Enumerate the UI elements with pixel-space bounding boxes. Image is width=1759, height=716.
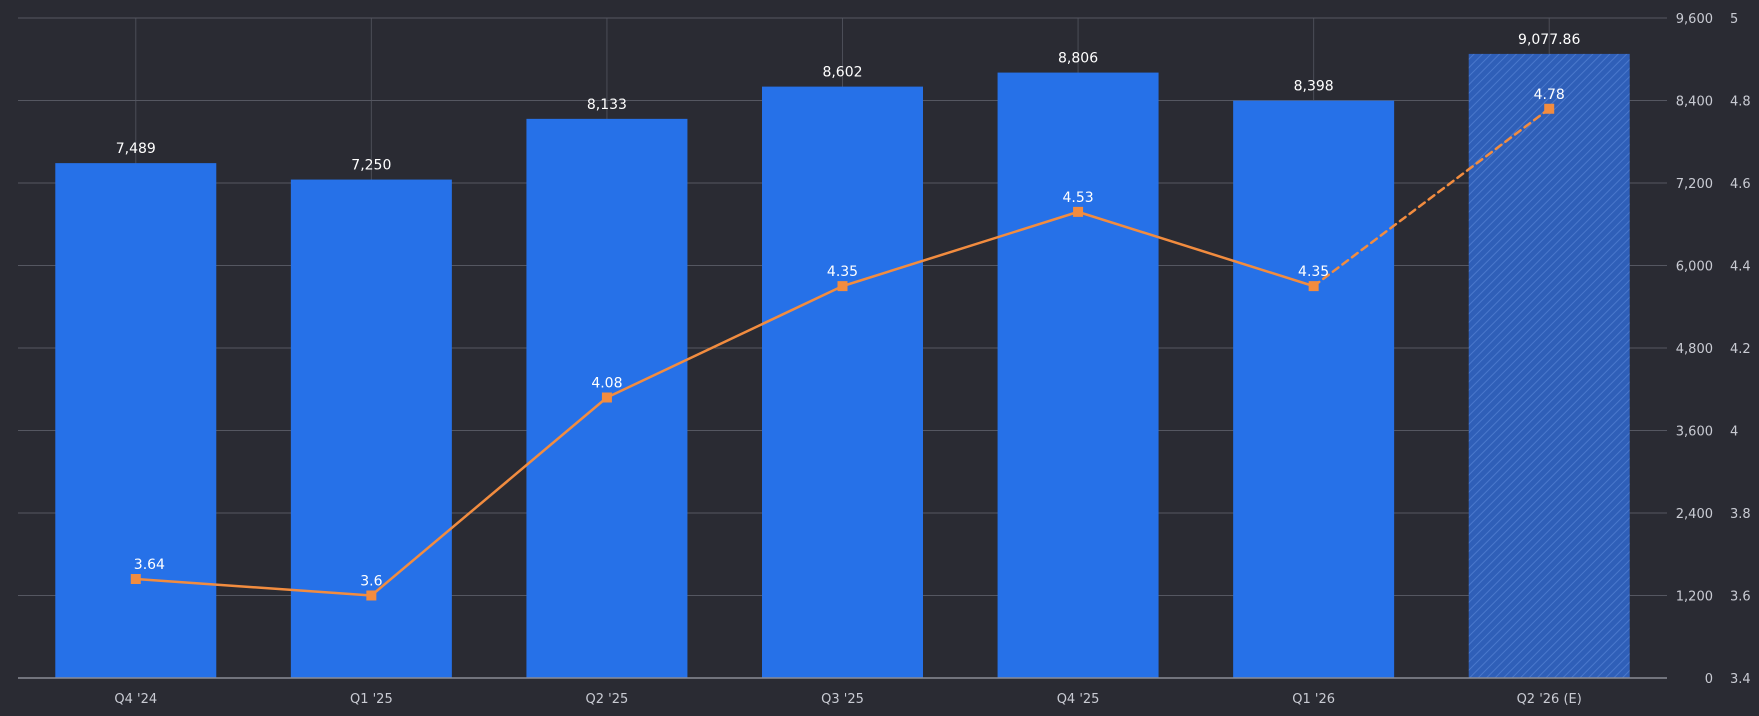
bar-value-label-5: 8,398: [1294, 79, 1334, 95]
line-point-1: [366, 590, 377, 601]
bar-4: [997, 72, 1159, 678]
line-segment-2: [605, 284, 844, 399]
x-tick-label-6: Q2 '26 (E): [1517, 692, 1582, 707]
line-point-5: [1308, 281, 1319, 292]
line-value-labels: 3.64 3.6 4.08 4.35 4.53 4.35 4.78: [134, 87, 1565, 590]
line-segment-0: [134, 577, 373, 597]
bar-1: [290, 179, 452, 678]
x-tick-label-4: Q4 '25: [1057, 692, 1100, 707]
y-tick-label-1: 1,200: [1676, 590, 1713, 605]
bar-value-label-2: 8,133: [587, 97, 627, 113]
bar-estimate: [1468, 53, 1630, 679]
y-tick-label-4: 4,800: [1676, 342, 1713, 357]
y-axis-tick-labels: 0 1,200 2,400 3,600 4,800 6,000 7,200 8,400 9,60…: [1676, 12, 1713, 687]
y2-tick-label-6: 4.6: [1730, 177, 1751, 192]
line-value-label-1: 3.6: [360, 574, 382, 590]
bar-value-label-0: 7,489: [116, 141, 156, 157]
line-point-6: [1544, 103, 1555, 114]
y-tick-label-3: 3,600: [1676, 425, 1713, 440]
bar-series: [55, 53, 1630, 679]
bar-0: [55, 163, 217, 679]
line-value-label-6: 4.78: [1534, 87, 1565, 103]
line-point-4: [1073, 206, 1084, 217]
line-segment-4: [1076, 210, 1315, 288]
y2-tick-label-3: 4: [1730, 425, 1738, 440]
y-tick-label-8: 9,600: [1676, 12, 1713, 27]
bar-value-label-3: 8,602: [822, 65, 862, 81]
line-segment-dashed-5: [1312, 107, 1551, 288]
x-axis-tick-labels: Q4 '24 Q1 '25 Q2 '25 Q3 '25 Q4 '25 Q1 '26 Q2 '…: [114, 692, 1581, 707]
y2-axis-tick-labels: 3.4 3.6 3.8 4 4.2 4.4 4.6 4.8 5: [1730, 12, 1751, 687]
y-tick-label-5: 6,000: [1676, 260, 1713, 275]
line-segment-1: [370, 396, 609, 597]
line-value-label-0: 3.64: [134, 557, 165, 573]
line-value-label-2: 4.08: [591, 376, 622, 392]
y2-tick-label-4: 4.2: [1730, 342, 1751, 357]
line-point-2: [601, 392, 612, 403]
y-tick-label-7: 8,400: [1676, 95, 1713, 110]
bar-3: [762, 86, 923, 679]
x-tick-label-1: Q1 '25: [350, 692, 393, 707]
line-value-label-5: 4.35: [1298, 264, 1329, 280]
y2-tick-label-5: 4.4: [1730, 260, 1751, 275]
y-tick-label-6: 7,200: [1676, 177, 1713, 192]
y2-tick-label-2: 3.8: [1730, 507, 1751, 522]
line-series: [130, 103, 1555, 601]
bar-value-label-4: 8,806: [1058, 51, 1098, 67]
y2-tick-label-8: 5: [1730, 12, 1738, 27]
y2-tick-label-0: 3.4: [1730, 672, 1751, 687]
bar-value-label-6: 9,077.86: [1518, 32, 1580, 48]
y2-tick-label-7: 4.8: [1730, 95, 1751, 110]
line-point-0: [130, 574, 141, 584]
line-point-3: [837, 281, 848, 292]
x-tick-label-2: Q2 '25: [586, 692, 629, 707]
bar-value-label-1: 7,250: [351, 158, 391, 174]
x-tick-label-0: Q4 '24: [114, 692, 157, 707]
line-segment-3: [841, 210, 1080, 288]
x-tick-label-5: Q1 '26: [1292, 692, 1335, 707]
x-tick-label-3: Q3 '25: [821, 692, 864, 707]
y-tick-label-2: 2,400: [1676, 507, 1713, 522]
line-value-label-3: 4.35: [827, 264, 858, 280]
bar-5: [1233, 100, 1395, 678]
bar-value-labels: 7,489 7,250 8,133 8,602 8,806 8,398 9,077.86: [116, 32, 1581, 174]
y-tick-label-0: 0: [1705, 672, 1713, 687]
line-value-label-4: 4.53: [1062, 190, 1093, 206]
y2-tick-label-1: 3.6: [1730, 590, 1751, 605]
